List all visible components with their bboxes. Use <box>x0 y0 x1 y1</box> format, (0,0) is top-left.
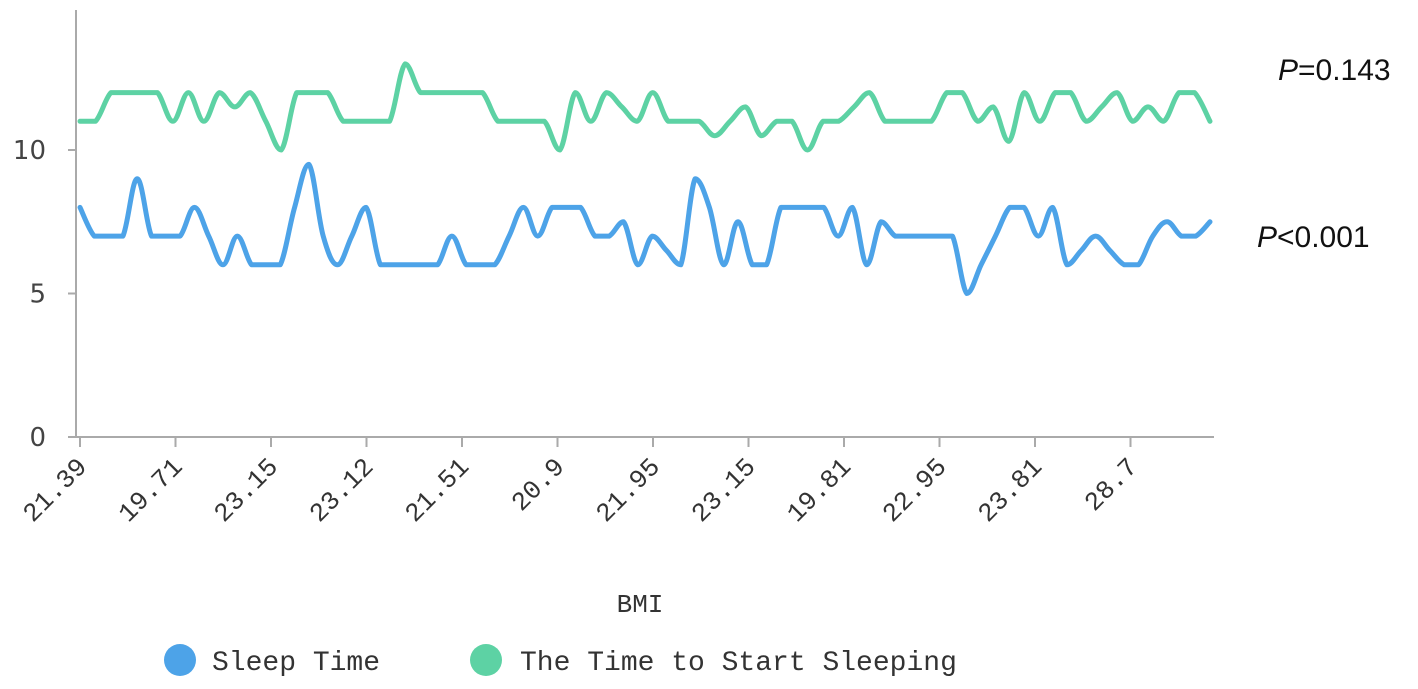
legend-item-sleep-time[interactable]: Sleep Time <box>164 644 380 679</box>
legend-marker-time-to-start-sleeping <box>470 644 502 676</box>
legend-marker-sleep-time <box>164 644 196 676</box>
x-tick-label: 23.12 <box>304 452 380 528</box>
y-tick-label: 5 <box>29 280 46 310</box>
x-tick-label: 19.81 <box>781 452 857 528</box>
x-tick-label: 21.95 <box>590 452 666 528</box>
y-tick-label: 10 <box>13 136 46 166</box>
x-tick-label: 23.81 <box>972 452 1048 528</box>
axes <box>75 10 1214 438</box>
x-tick-label: 21.39 <box>17 452 93 528</box>
x-tick-label: 21.51 <box>399 452 475 528</box>
series-line-time-to-start-sleeping <box>77 61 1213 153</box>
y-ticks: 0 5 10 <box>13 136 76 453</box>
x-axis-title: BMI <box>617 590 664 620</box>
x-tick-label: 23.15 <box>208 452 284 528</box>
series-line-sleep-time <box>77 161 1213 296</box>
x-tick-label: 23.15 <box>686 452 762 528</box>
x-ticks: 21.39 19.71 23.15 23.12 21.51 20.9 21.95 23.15 1… <box>17 437 1144 529</box>
legend-label-time-to-start-sleeping: The Time to Start Sleeping <box>520 648 957 679</box>
legend: Sleep Time The Time to Start Sleeping <box>164 644 957 679</box>
p-value-annotation-2: P<0.001 <box>1257 221 1370 254</box>
y-tick-label: 0 <box>29 423 46 453</box>
x-tick-label: 22.95 <box>877 452 953 528</box>
x-tick-label: 19.71 <box>113 452 189 528</box>
x-tick-label: 28.7 <box>1079 452 1144 517</box>
legend-item-time-to-start-sleeping[interactable]: The Time to Start Sleeping <box>470 644 957 679</box>
x-tick-label: 20.9 <box>506 452 571 517</box>
p-value-annotation-1: P=0.143 <box>1278 54 1391 87</box>
series-lines <box>77 61 1213 296</box>
p-value-annotations: P=0.143 P<0.001 <box>1257 54 1391 254</box>
legend-label-sleep-time: Sleep Time <box>212 648 380 679</box>
